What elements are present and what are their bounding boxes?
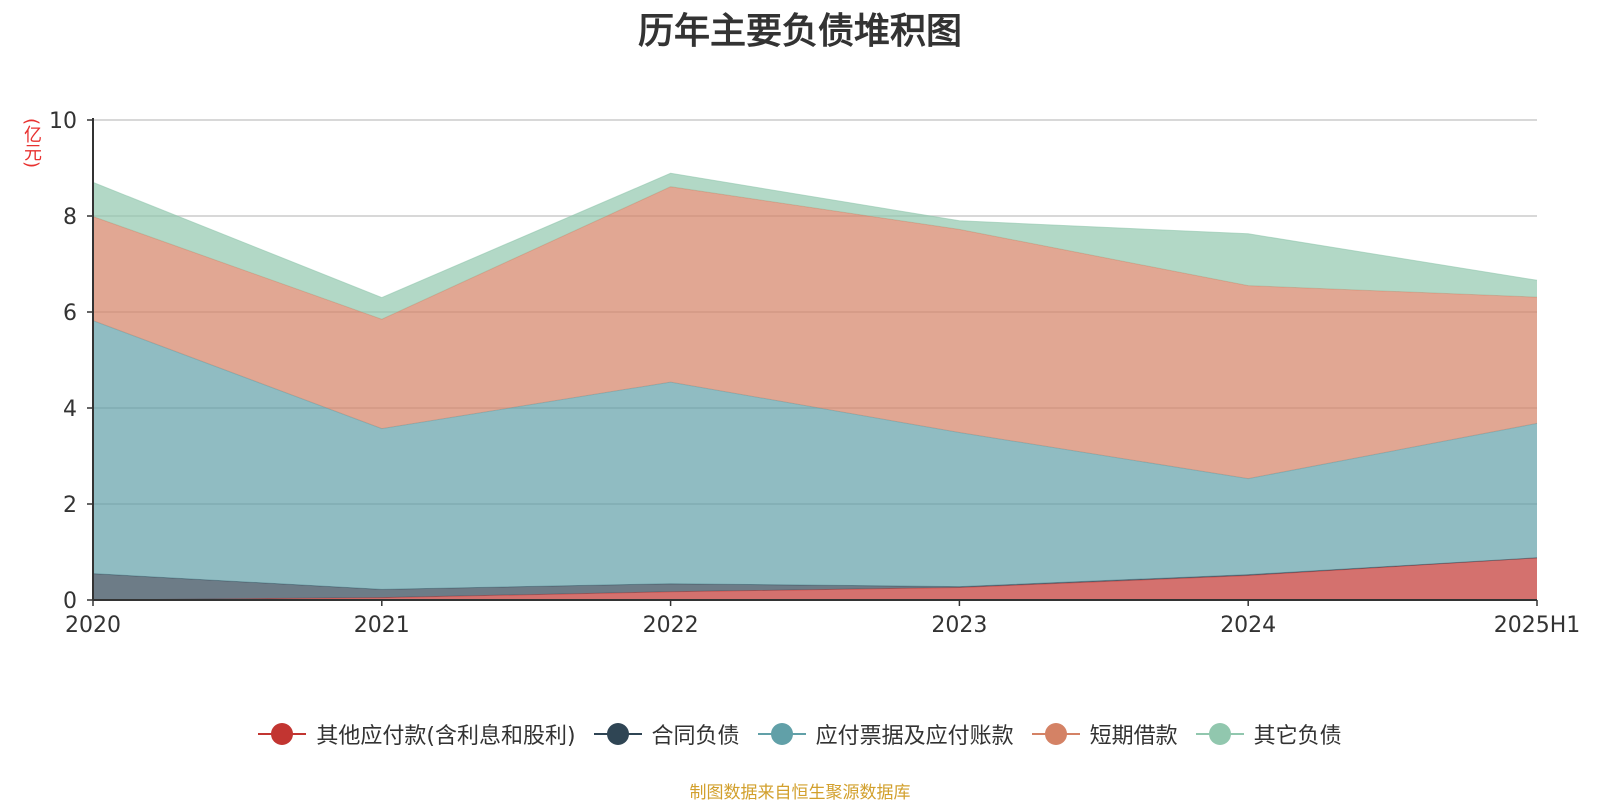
legend-marker-icon (1031, 722, 1080, 746)
legend-item[interactable]: 短期借款 (1031, 718, 1178, 750)
area-series-2[interactable] (93, 320, 1537, 590)
y-tick-label: 4 (63, 397, 77, 422)
legend-label: 合同负债 (651, 724, 740, 749)
legend-marker-icon (1195, 722, 1244, 746)
legend-marker-icon (258, 722, 307, 746)
legend-dot-icon (1044, 723, 1067, 745)
area-series (92, 172, 1538, 601)
x-tick-label: 2025H1 (1494, 613, 1581, 638)
legend-item[interactable]: 合同负债 (593, 718, 740, 750)
legend: 其他应付款(含利息和股利) 合同负债 应付票据及应付账款 短期借款 其它负债 (0, 718, 1600, 750)
legend-label: 其他应付款(含利息和股利) (316, 724, 576, 749)
y-tick-label: 8 (63, 205, 77, 230)
legend-marker-icon (593, 722, 642, 746)
x-tick-label: 2020 (65, 613, 121, 638)
axes (87, 118, 1538, 606)
source-note: 制图数据来自恒生聚源数据库 (689, 783, 911, 803)
legend-marker-icon (757, 722, 806, 746)
legend-item[interactable]: 其它负债 (1195, 718, 1342, 750)
legend-label: 其它负债 (1253, 724, 1342, 749)
area-series-line-4 (92, 172, 1538, 299)
legend-dot-icon (271, 723, 294, 745)
y-tick-label: 10 (49, 109, 77, 134)
x-tick-label: 2021 (354, 613, 410, 638)
legend-item[interactable]: 其他应付款(含利息和股利) (258, 718, 576, 750)
area-series-3[interactable] (93, 186, 1537, 479)
legend-dot-icon (770, 723, 793, 745)
area-series-4[interactable] (93, 173, 1537, 320)
area-series-1[interactable] (93, 557, 1537, 600)
area-series-0[interactable] (93, 557, 1537, 600)
legend-dot-icon (606, 723, 629, 745)
legend-label: 应付票据及应付账款 (815, 724, 1014, 749)
x-tick-label: 2022 (643, 613, 699, 638)
y-tick-label: 2 (63, 493, 77, 518)
stacked-area-chart: 0 2 4 6 8 10 2020 2021 2022 2023 2024 2025H1 (49, 109, 1580, 638)
legend-label: 短期借款 (1089, 724, 1178, 749)
x-tick-label: 2024 (1220, 613, 1276, 638)
legend-dot-icon (1208, 723, 1231, 745)
legend-item[interactable]: 应付票据及应付账款 (757, 718, 1014, 750)
chart-title: 历年主要负债堆积图 (637, 11, 962, 52)
y-axis-unit-label: (亿元) (21, 118, 42, 169)
y-tick-label: 6 (63, 301, 77, 326)
y-tick-label: 0 (63, 589, 77, 614)
tick-labels: 0 2 4 6 8 10 2020 2021 2022 2023 2024 2025H1 (49, 109, 1580, 638)
x-tick-label: 2023 (931, 613, 987, 638)
